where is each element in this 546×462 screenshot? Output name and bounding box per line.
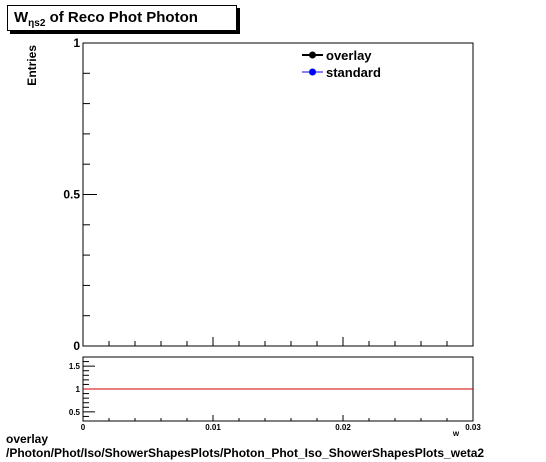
footer-label: overlay	[6, 432, 49, 446]
ratio-y-tick-label: 0.5	[69, 408, 81, 417]
y-tick-label: 1	[73, 36, 80, 50]
x-tick-label: 0.03	[465, 423, 481, 432]
legend-marker-overlay	[309, 51, 316, 59]
ratio-y-tick-label: 1	[76, 385, 81, 394]
footer: overlay /Photon/Phot/Iso/ShowerShapesPlo…	[6, 432, 484, 460]
legend-marker-standard	[309, 68, 316, 76]
legend-label-overlay: overlay	[326, 48, 372, 63]
x-axis-label: w	[452, 429, 460, 438]
ratio-y-tick-label: 1.5	[69, 362, 81, 371]
main-plot-frame	[82, 42, 474, 347]
y-tick-label: 0	[73, 339, 80, 353]
y-tick-label: 0.5	[63, 188, 80, 202]
title-main: W	[14, 9, 29, 26]
x-tick-label: 0.02	[335, 423, 351, 432]
title-rest: of Reco Phot Photon	[45, 9, 198, 26]
x-tick-label: 0	[81, 423, 86, 432]
x-tick-label: 0.01	[205, 423, 221, 432]
title-subscript: ηs2	[28, 18, 46, 29]
legend-label-standard: standard	[326, 65, 381, 80]
chart-title: Wηs2 of Reco Phot Photon	[14, 9, 198, 29]
y-axis-label: Entries	[25, 45, 39, 86]
footer-path: /Photon/Phot/Iso/ShowerShapesPlots/Photo…	[6, 446, 485, 460]
title-box: Wηs2 of Reco Phot Photon	[7, 5, 237, 31]
